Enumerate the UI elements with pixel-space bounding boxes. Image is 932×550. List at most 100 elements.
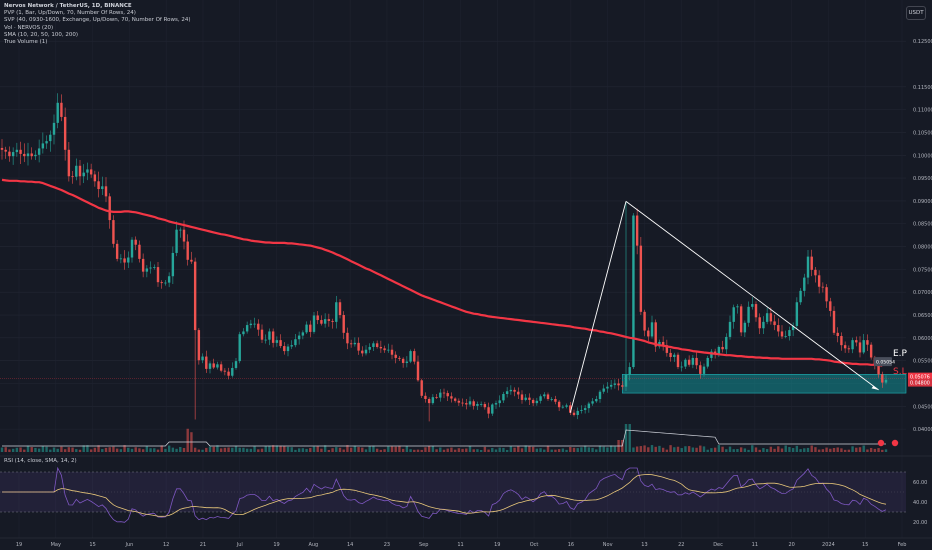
rsi-tick-2: 20.00 — [913, 520, 927, 526]
volume-bar-189 — [702, 446, 706, 452]
volume-bar-76 — [283, 446, 286, 452]
volume-bar-80 — [297, 448, 301, 452]
candle-body-61 — [227, 371, 230, 376]
volume-bar-32 — [119, 449, 123, 452]
volume-bar-43 — [160, 445, 163, 452]
volume-bar-225 — [836, 447, 839, 452]
volume-bar-74 — [275, 445, 279, 452]
candle-body-8 — [30, 153, 33, 157]
volume-bar-103 — [383, 449, 386, 452]
candle-body-179 — [665, 345, 669, 353]
rsi-legend[interactable]: RSI (14, close, SMA, 14, 2) — [4, 458, 77, 464]
volume-bar-160 — [595, 449, 598, 452]
y-tick-7: 0.08500 — [913, 222, 932, 228]
volume-bar-223 — [829, 448, 832, 452]
candle-body-232 — [862, 340, 865, 353]
candle-body-64 — [238, 334, 241, 362]
volume-bar-195 — [725, 449, 728, 452]
volume-bar-28 — [104, 447, 108, 452]
volume-bar-2 — [8, 449, 11, 452]
volume-bar-194 — [721, 446, 724, 452]
time-axis[interactable]: 19 May 15 Jun 12 21 Jul 19 Aug 14 23 Sep 11 19 Oct 16 No… — [0, 537, 932, 548]
y-tick-1: 0.11500 — [913, 85, 932, 91]
candle-body-119 — [442, 392, 446, 394]
x-tick-11: Sep — [419, 542, 428, 548]
volume-bar-171 — [635, 446, 639, 452]
volume-bar-169 — [628, 424, 631, 452]
candle-body-206 — [765, 313, 769, 322]
volume-bar-40 — [149, 448, 152, 452]
volume-bar-233 — [866, 449, 869, 452]
candle-body-190 — [706, 357, 709, 367]
candle-body-75 — [279, 340, 282, 347]
volume-bar-22 — [82, 445, 85, 452]
volume-bar-208 — [773, 448, 776, 452]
volume-bar-69 — [257, 449, 260, 452]
candle-body-102 — [379, 346, 383, 349]
candle-body-205 — [762, 321, 765, 329]
volume-bar-82 — [305, 448, 308, 452]
candle-body-134 — [498, 400, 501, 404]
volume-bar-93 — [346, 445, 349, 452]
candle-body-175 — [650, 322, 654, 337]
candle-body-29 — [108, 196, 111, 221]
currency-button[interactable]: USDT — [906, 6, 926, 20]
volume-bar-237 — [881, 449, 884, 452]
candle-body-142 — [528, 397, 531, 400]
legend-line-true-volume[interactable]: True Volume (1) — [4, 39, 48, 46]
candle-body-90 — [335, 302, 338, 322]
legend-line-volume[interactable]: Vol · NERVOS (20) — [4, 24, 54, 31]
candle-body-51 — [190, 259, 193, 262]
volume-bar-49 — [182, 447, 186, 452]
volume-bar-47 — [175, 448, 178, 452]
candle-body-67 — [249, 323, 253, 326]
volume-marker-2 — [891, 439, 899, 447]
candle-body-209 — [777, 325, 780, 332]
candle-body-148 — [550, 399, 553, 400]
y-tick-6: 0.09000 — [913, 199, 932, 205]
volume-bar-121 — [450, 447, 453, 452]
candle-body-0 — [0, 147, 4, 150]
rsi-tick-0: 60.00 — [913, 480, 927, 486]
volume-bar-140 — [520, 448, 524, 452]
volume-bar-218 — [810, 445, 813, 452]
legend-line-svp[interactable]: SVP (40, 0930-1600, Exchange, Up/Down, 7… — [4, 17, 191, 24]
candle-body-20 — [75, 165, 78, 177]
candle-body-200 — [743, 322, 747, 333]
candle-body-124 — [461, 402, 464, 404]
candle-body-172 — [639, 245, 643, 312]
x-tick-5: 21 — [200, 542, 206, 548]
y-tick-2: 0.11000 — [913, 108, 932, 114]
candle-body-137 — [509, 389, 513, 392]
volume-bar-210 — [780, 448, 784, 452]
volume-bar-10 — [37, 448, 41, 452]
legend-line-sma[interactable]: SMA (10, 20, 50, 100, 200) — [4, 31, 79, 38]
candle-body-22 — [82, 172, 85, 177]
candle-body-71 — [264, 339, 267, 341]
candle-body-156 — [580, 409, 583, 411]
volume-bar-142 — [528, 446, 531, 452]
volume-bar-72 — [268, 445, 271, 452]
candle-body-12 — [45, 141, 48, 144]
x-tick-14: Oct — [530, 542, 539, 548]
candle-body-169 — [628, 367, 631, 375]
volume-bar-100 — [372, 445, 375, 452]
candle-body-59 — [219, 364, 223, 371]
candle-body-31 — [115, 243, 119, 259]
volume-bar-179 — [665, 449, 669, 452]
legend-title[interactable]: Nervos Network / TetherUS, 1D, BINANCE — [4, 3, 132, 9]
volume-bar-162 — [602, 446, 605, 452]
candle-body-83 — [309, 324, 312, 332]
volume-bar-224 — [832, 447, 836, 452]
x-tick-20: 11 — [752, 542, 758, 548]
volume-bar-211 — [784, 445, 787, 452]
candle-body-233 — [866, 340, 869, 345]
volume-bar-107 — [398, 445, 401, 452]
y-tick-16: 0.04000 — [913, 427, 932, 433]
volume-bar-187 — [695, 447, 698, 452]
entry-point-label: E.P — [893, 349, 908, 359]
legend-line-pvp[interactable]: PVP (1, Bar, Up/Down, 70, Number Of Rows… — [4, 10, 136, 17]
volume-bar-54 — [201, 449, 204, 452]
price-axis[interactable]: 0.12500 0.11500 0.11000 0.10500 0.10000 0.095… — [877, 39, 932, 447]
